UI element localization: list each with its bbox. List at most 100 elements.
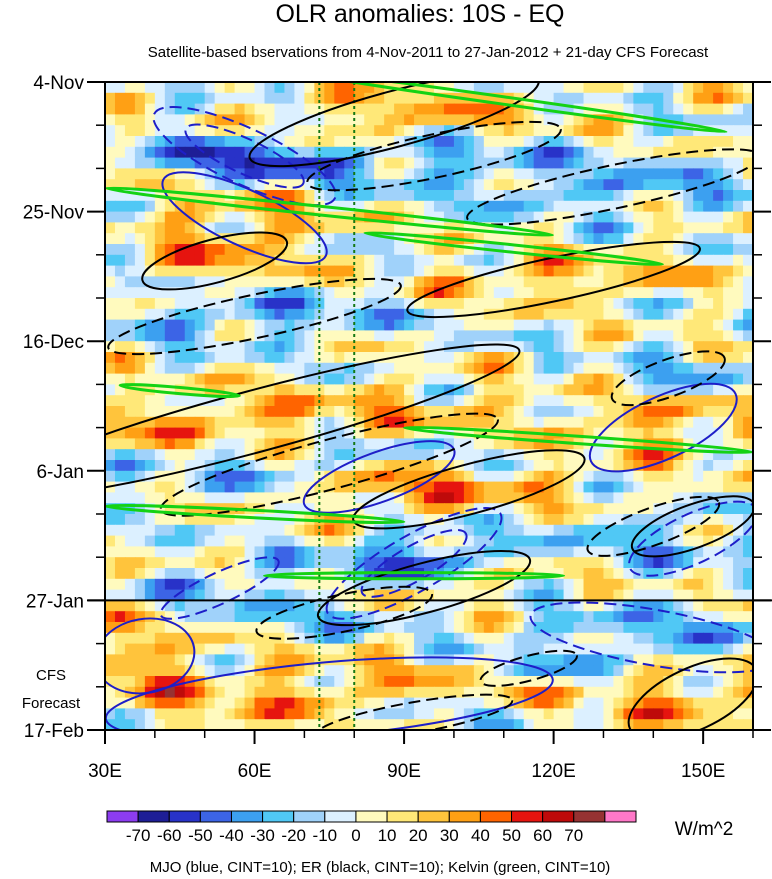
olr-cell [453,330,465,342]
olr-cell [743,373,753,385]
olr-cell [453,589,465,601]
olr-cell [653,427,664,439]
olr-cell [184,546,196,558]
olr-cell [713,632,724,645]
olr-cell [703,697,714,709]
olr-cell [174,492,186,504]
olr-cell [224,384,236,396]
olr-cell [134,546,146,558]
olr-cell [214,514,226,526]
olr-cell [374,654,385,666]
olr-cell [394,427,405,439]
olr-cell [643,244,654,256]
olr-cell [404,384,415,396]
olr-cell [154,330,166,342]
olr-cell [683,708,694,720]
olr-cell [254,535,266,547]
olr-cell [174,643,186,655]
olr-cell [324,557,335,569]
olr-cell [384,330,395,342]
olr-cell [693,287,704,299]
olr-cell [174,136,186,148]
olr-cell [404,676,415,688]
olr-cell [364,244,375,256]
olr-cell [414,503,425,515]
olr-cell [234,416,246,429]
olr-cell [493,416,505,429]
olr-cell [443,676,455,688]
olr-cell [693,697,704,709]
olr-cell [214,589,226,601]
olr-cell [543,654,555,666]
olr-cell [693,222,704,234]
olr-cell [483,395,495,407]
olr-cell [364,362,375,375]
olr-cell [483,222,495,234]
olr-cell [105,200,116,213]
olr-cell [154,600,166,612]
olr-cell [344,481,355,493]
olr-cell [224,168,236,180]
olr-cell [274,643,286,655]
olr-cell [304,190,315,202]
olr-cell [683,92,694,105]
olr-cell [414,438,425,450]
olr-cell [274,708,286,720]
olr-cell [304,276,315,288]
olr-cell [473,330,485,342]
olr-cell [593,298,605,310]
olr-cell [274,654,286,666]
olr-cell [503,146,515,159]
olr-cell [204,157,216,169]
olr-cell [354,524,365,537]
olr-cell [244,654,256,666]
olr-cell [663,384,674,396]
olr-cell [144,373,156,385]
olr-cell [703,254,714,267]
olr-cell [623,622,634,634]
olr-cell [414,643,425,655]
er-contour [255,585,434,640]
olr-cell [284,622,296,634]
olr-cell [743,362,753,375]
olr-cell [194,622,206,634]
colorbar-swatch [604,810,637,823]
olr-cell [653,416,664,429]
olr-cell [324,265,335,277]
olr-cell [244,308,256,321]
olr-cell [653,222,664,234]
olr-cell [244,578,256,591]
olr-cell [463,622,475,634]
olr-cell [523,578,535,591]
olr-cell [344,92,355,105]
olr-cell [683,125,694,137]
olr-cell [404,254,415,267]
olr-cell [214,524,226,537]
olr-cell [623,449,634,461]
olr-cell [414,719,425,730]
olr-cell [314,460,325,472]
olr-cell [583,82,595,94]
olr-cell [433,708,445,720]
olr-cell [134,568,146,580]
olr-cell [144,233,156,245]
olr-cell [503,481,515,493]
olr-cell [304,114,315,126]
olr-cell [184,179,196,191]
olr-cell [493,470,505,483]
olr-cell [194,406,206,418]
olr-cell [563,708,575,720]
olr-cell [443,611,455,623]
olr-cell [433,146,445,159]
olr-cell [334,643,345,655]
olr-cell [404,265,415,277]
olr-cell [224,146,236,159]
olr-cell [443,697,455,709]
olr-cell [583,654,595,666]
plot-frame [104,81,754,731]
olr-cell [384,308,395,321]
olr-cell [164,643,176,655]
olr-cell [623,146,634,159]
olr-cell [114,287,126,299]
